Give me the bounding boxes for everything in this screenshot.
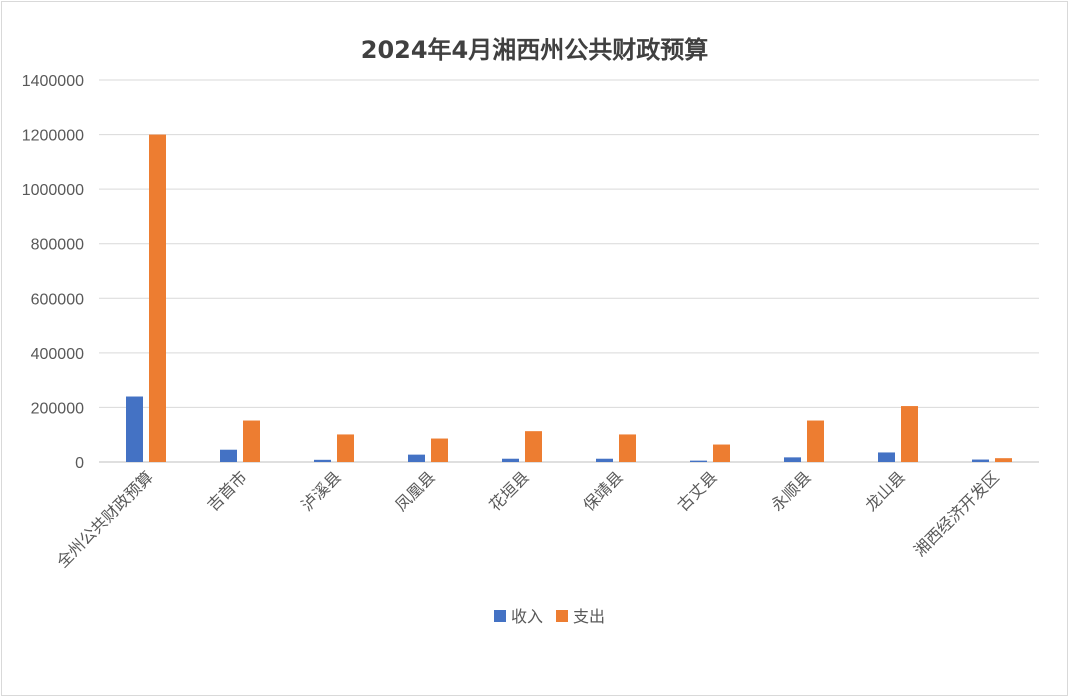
bar-expense [995,458,1012,462]
y-tick-label: 400000 [31,346,84,363]
x-tick-label: 凤凰县 [391,467,438,514]
x-tick-label: 湘西经济开发区 [910,467,1003,560]
bar-income [220,449,237,462]
x-tick-label: 泸溪县 [297,467,344,514]
bar-expense [901,406,918,462]
x-tick-label: 全州公共财政预算 [53,467,157,571]
bar-income [126,396,143,462]
bar-income [408,454,425,462]
x-tick-label: 保靖县 [579,467,626,514]
x-tick-label: 花垣县 [485,467,532,514]
y-tick-label: 0 [75,455,84,472]
bar-income [972,459,989,462]
y-tick-label: 1400000 [22,73,84,90]
bar-expense [149,134,166,463]
x-tick-label: 永顺县 [767,467,814,514]
legend-swatch-expense [556,610,568,622]
x-tick-label: 龙山县 [861,467,908,514]
bar-expense [337,434,354,462]
bar-expense [431,438,448,462]
x-tick-label: 吉首市 [203,467,250,514]
bar-expense [243,420,260,462]
y-tick-label: 600000 [31,291,84,308]
bar-income [690,460,707,462]
bar-income [314,459,331,462]
x-tick-label: 古丈县 [673,467,720,514]
y-tick-label: 800000 [31,237,84,254]
legend-label-expense: 支出 [573,607,605,626]
legend-label-income: 收入 [511,607,543,626]
bar-expense [525,431,542,462]
bar-expense [713,444,730,462]
bar-income [878,452,895,462]
y-tick-label: 1200000 [22,128,84,145]
bar-income [784,457,801,462]
bar-income [596,458,613,462]
legend-swatch-income [494,610,506,622]
chart-title: 2024年4月湘西州公共财政预算 [360,36,709,64]
bar-expense [619,434,636,462]
bar-income [502,458,519,462]
y-tick-label: 200000 [31,400,84,417]
y-tick-label: 1000000 [22,182,84,199]
bar-expense [807,420,824,462]
